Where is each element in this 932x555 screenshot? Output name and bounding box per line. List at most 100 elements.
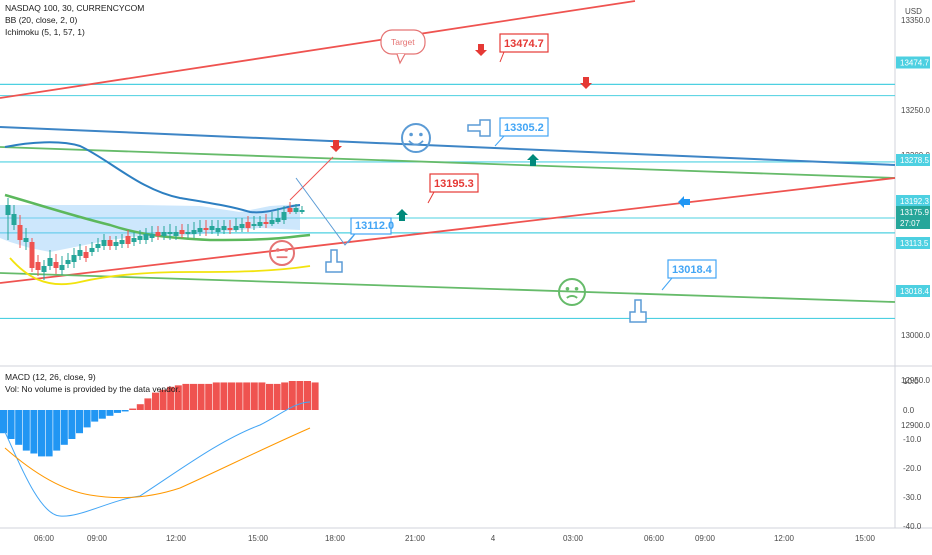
candle-body[interactable] xyxy=(179,230,185,234)
arrow-left-icon[interactable] xyxy=(678,196,690,208)
face-eye xyxy=(276,248,280,252)
macd-histogram-bar xyxy=(304,381,311,410)
candle-body[interactable] xyxy=(161,232,167,236)
price-tag[interactable] xyxy=(896,56,930,69)
candle-body[interactable] xyxy=(215,228,221,232)
candle-body[interactable] xyxy=(257,222,263,226)
macd-indicator-label[interactable]: MACD (12, 26, close, 9) xyxy=(5,372,96,382)
candle-body[interactable] xyxy=(137,236,143,240)
candle-body[interactable] xyxy=(41,266,47,272)
candle-body[interactable] xyxy=(167,232,173,234)
candle-body[interactable] xyxy=(149,234,155,238)
price-tag[interactable] xyxy=(896,206,930,218)
happy-face-icon[interactable] xyxy=(401,123,431,153)
candle-body[interactable] xyxy=(263,222,269,224)
pointing-hand-icon[interactable] xyxy=(467,119,491,137)
candle-body[interactable] xyxy=(77,250,83,256)
candle-body[interactable] xyxy=(239,224,245,228)
price-tag-label: 13192.3 xyxy=(900,197,929,206)
candle-body[interactable] xyxy=(269,220,275,224)
green-face-icon[interactable] xyxy=(558,278,586,306)
candle-body[interactable] xyxy=(293,208,299,212)
arrow-up-icon[interactable] xyxy=(527,154,539,166)
candle-body[interactable] xyxy=(125,236,131,244)
candle-body[interactable] xyxy=(197,228,203,232)
pointing-hand-icon[interactable] xyxy=(325,249,343,273)
pointing-hand-icon[interactable] xyxy=(629,299,647,323)
candle-body[interactable] xyxy=(281,212,287,220)
neutral-face-icon[interactable] xyxy=(269,240,295,266)
candle-body[interactable] xyxy=(233,226,239,230)
arrow-down-icon[interactable] xyxy=(475,44,487,56)
candle-body[interactable] xyxy=(143,234,149,240)
candle-body[interactable] xyxy=(71,255,77,262)
arrow-up-icon[interactable] xyxy=(396,209,408,221)
candle-body[interactable] xyxy=(95,244,101,248)
candle-body[interactable] xyxy=(299,210,305,212)
candle-body[interactable] xyxy=(23,238,29,242)
price-tag[interactable] xyxy=(896,195,930,207)
candle-body[interactable] xyxy=(203,228,209,230)
bb-indicator-label[interactable]: BB (20, close, 2, 0) xyxy=(5,15,78,25)
arrow-down-icon[interactable] xyxy=(580,77,592,89)
price-tag-label: 13113.5 xyxy=(900,239,929,248)
candle-body[interactable] xyxy=(107,240,113,246)
trend-line-green-upper[interactable] xyxy=(0,146,896,179)
macd-histogram-bar xyxy=(228,382,235,410)
macd-histogram-bar xyxy=(114,410,121,413)
currency-label: USD xyxy=(905,7,922,16)
candle-body[interactable] xyxy=(287,208,293,212)
candle-body[interactable] xyxy=(155,232,161,236)
macd-histogram-bar xyxy=(22,410,30,451)
projection-line-up[interactable] xyxy=(289,156,334,201)
trend-line-red-upper[interactable] xyxy=(0,0,636,99)
candle-body[interactable] xyxy=(53,262,59,268)
candle-body[interactable] xyxy=(5,205,11,215)
candle-body[interactable] xyxy=(227,228,233,230)
candle-body[interactable] xyxy=(17,225,23,240)
face-eye xyxy=(565,286,570,291)
callout-box[interactable] xyxy=(350,217,392,235)
callout-box[interactable] xyxy=(499,117,549,137)
candle-body[interactable] xyxy=(275,218,281,222)
candle-body[interactable] xyxy=(59,265,65,270)
candle-body[interactable] xyxy=(131,238,137,242)
macd-histogram-bar xyxy=(197,383,205,410)
callout-box[interactable] xyxy=(667,259,717,279)
callout-box[interactable] xyxy=(429,173,479,193)
trend-line-red-lower[interactable] xyxy=(0,177,896,284)
time-tick-label: 21:00 xyxy=(405,534,426,543)
candle-body[interactable] xyxy=(209,226,215,230)
candle-body[interactable] xyxy=(113,242,119,246)
candle-body[interactable] xyxy=(119,240,125,244)
callout-box[interactable] xyxy=(499,33,549,53)
face-eye xyxy=(574,286,579,291)
price-tag[interactable] xyxy=(896,154,930,166)
arrow-down-icon[interactable] xyxy=(330,140,342,152)
candle-body[interactable] xyxy=(47,258,53,266)
symbol-title[interactable]: NASDAQ 100, 30, CURRENCYCOM xyxy=(5,3,145,13)
price-tag[interactable] xyxy=(896,237,930,249)
candle-body[interactable] xyxy=(29,242,35,268)
candle-body[interactable] xyxy=(251,224,257,226)
trend-line-blue[interactable] xyxy=(0,126,896,166)
candle-body[interactable] xyxy=(185,232,191,234)
price-tag[interactable] xyxy=(896,217,930,229)
ichimoku-indicator-label[interactable]: Ichimoku (5, 1, 57, 1) xyxy=(5,27,85,37)
candle-body[interactable] xyxy=(221,226,227,230)
volume-note: Vol: No volume is provided by the data v… xyxy=(5,384,181,394)
candle-body[interactable] xyxy=(245,222,251,228)
candle-body[interactable] xyxy=(101,240,107,246)
macd-histogram-bar xyxy=(129,408,137,410)
candle-body[interactable] xyxy=(65,260,71,264)
candle-body[interactable] xyxy=(89,248,95,252)
trend-line-green-lower[interactable] xyxy=(0,272,896,303)
candle-body[interactable] xyxy=(191,230,197,234)
price-tag[interactable] xyxy=(896,285,930,297)
candle-body[interactable] xyxy=(11,214,17,225)
candle-body[interactable] xyxy=(173,232,179,236)
candle-body[interactable] xyxy=(35,262,41,270)
candle-body[interactable] xyxy=(83,252,89,258)
